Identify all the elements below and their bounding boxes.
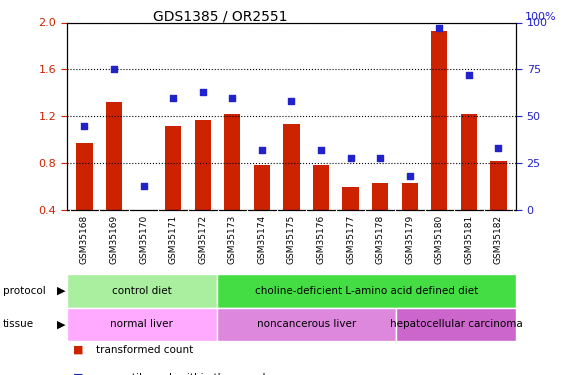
Bar <box>136 212 152 257</box>
Point <box>405 173 414 179</box>
Bar <box>283 124 300 257</box>
Text: GSM35176: GSM35176 <box>317 215 325 264</box>
Text: GSM35169: GSM35169 <box>110 215 118 264</box>
Text: GSM35168: GSM35168 <box>80 215 89 264</box>
Bar <box>401 183 418 257</box>
Point <box>198 89 208 95</box>
Text: tissue: tissue <box>3 320 34 329</box>
Bar <box>372 183 388 257</box>
Text: ■: ■ <box>72 373 83 375</box>
Text: 100%: 100% <box>525 12 557 22</box>
Point <box>464 72 473 78</box>
Bar <box>67 274 216 308</box>
Text: control diet: control diet <box>112 286 172 296</box>
Text: GSM35180: GSM35180 <box>435 215 444 264</box>
Text: GSM35172: GSM35172 <box>198 215 207 264</box>
Bar <box>216 308 396 341</box>
Bar <box>461 114 477 257</box>
Text: hepatocellular carcinoma: hepatocellular carcinoma <box>390 320 523 329</box>
Text: GSM35173: GSM35173 <box>228 215 237 264</box>
Point <box>110 66 119 72</box>
Point <box>494 145 503 151</box>
Bar <box>396 308 516 341</box>
Text: ■: ■ <box>72 345 83 355</box>
Text: GSM35175: GSM35175 <box>287 215 296 264</box>
Point <box>80 123 89 129</box>
Bar <box>195 120 211 257</box>
Text: GSM35174: GSM35174 <box>258 215 266 264</box>
Point <box>258 147 267 153</box>
Point <box>346 154 355 160</box>
Bar <box>253 165 270 257</box>
Bar <box>431 31 447 257</box>
Point <box>228 94 237 100</box>
Text: GSM35177: GSM35177 <box>346 215 355 264</box>
Text: ▶: ▶ <box>57 286 66 296</box>
Text: GSM35179: GSM35179 <box>405 215 414 264</box>
Point <box>434 25 444 31</box>
Bar <box>216 274 516 308</box>
Bar <box>165 126 182 257</box>
Bar <box>224 114 241 257</box>
Bar <box>342 187 358 257</box>
Text: GSM35170: GSM35170 <box>139 215 148 264</box>
Text: transformed count: transformed count <box>96 345 193 355</box>
Bar <box>106 102 122 257</box>
Point <box>169 94 178 100</box>
Point <box>316 147 325 153</box>
Bar <box>313 165 329 257</box>
Text: GSM35171: GSM35171 <box>169 215 177 264</box>
Text: choline-deficient L-amino acid defined diet: choline-deficient L-amino acid defined d… <box>255 286 478 296</box>
Text: GSM35182: GSM35182 <box>494 215 503 264</box>
Bar <box>67 308 216 341</box>
Point <box>287 98 296 104</box>
Text: GSM35181: GSM35181 <box>465 215 473 264</box>
Point <box>375 154 385 160</box>
Bar <box>77 143 93 257</box>
Text: normal liver: normal liver <box>110 320 173 329</box>
Text: percentile rank within the sample: percentile rank within the sample <box>96 373 271 375</box>
Text: GSM35178: GSM35178 <box>376 215 385 264</box>
Text: ▶: ▶ <box>57 320 66 329</box>
Text: noncancerous liver: noncancerous liver <box>257 320 356 329</box>
Bar <box>490 161 506 257</box>
Text: protocol: protocol <box>3 286 46 296</box>
Text: GDS1385 / OR2551: GDS1385 / OR2551 <box>153 9 288 23</box>
Point <box>139 183 148 189</box>
